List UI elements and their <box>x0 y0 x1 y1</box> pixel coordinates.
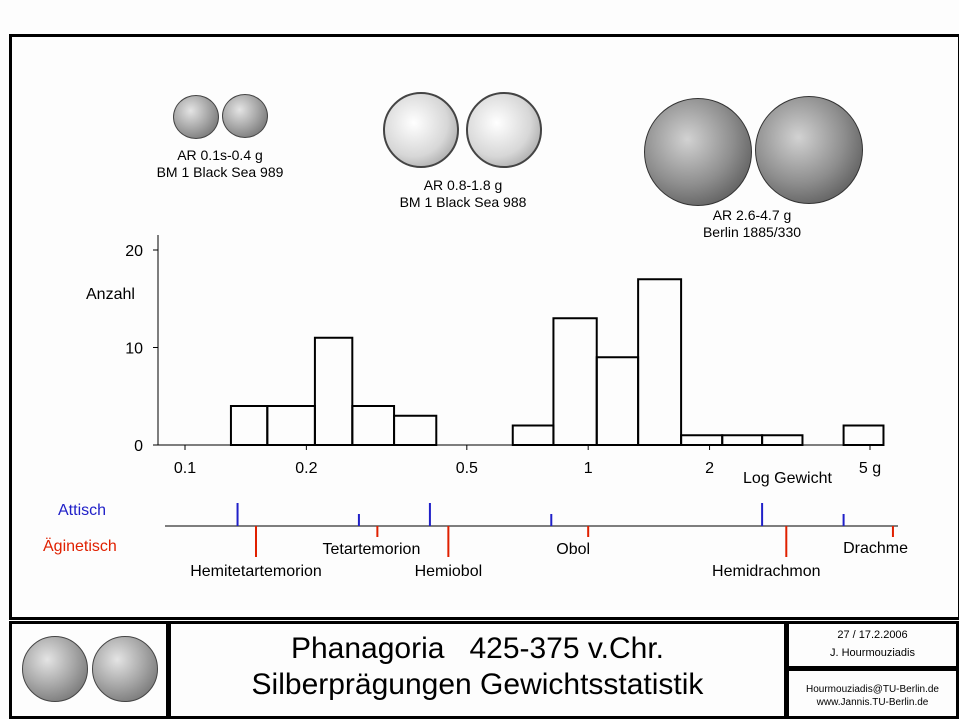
x-tick-label: 0.2 <box>295 460 317 477</box>
coin-caption-3: AR 2.6-4.7 g Berlin 1885/330 <box>672 207 832 241</box>
y-axis-label: Anzahl <box>86 286 135 303</box>
footer-title-line2: Silberprägungen Gewichtsstatistik <box>251 668 704 701</box>
denomination-name: Hemitetartemorion <box>190 563 322 580</box>
histogram-bar <box>637 278 683 446</box>
coin-caption-3-weight: AR 2.6-4.7 g <box>712 207 792 223</box>
coin-medium-reverse <box>466 92 542 168</box>
histogram-bar <box>351 405 396 446</box>
histogram-bar <box>393 414 438 446</box>
footer-date: 27 / 17.2.2006 <box>837 629 908 641</box>
attic-label: Attisch <box>58 502 106 519</box>
histogram-bar <box>595 356 640 446</box>
footer-coin-obverse <box>22 636 88 702</box>
aeginetic-label: Äginetisch <box>43 537 117 555</box>
coin-caption-2-source: BM 1 Black Sea 988 <box>399 194 527 210</box>
coin-medium-obverse <box>383 92 459 168</box>
histogram-bar <box>266 405 316 446</box>
coin-caption-1-weight: AR 0.1s-0.4 g <box>177 147 263 163</box>
histogram-bar <box>511 424 555 446</box>
coin-large-obverse <box>644 98 752 206</box>
histogram-bar <box>229 405 269 446</box>
denomination-name: Obol <box>556 541 590 558</box>
footer-email[interactable]: Hourmouziadis@TU-Berlin.de <box>806 684 939 695</box>
coin-large-reverse <box>755 96 863 204</box>
denomination-name: Hemidrachmon <box>712 563 820 580</box>
y-tick-label: 20 <box>125 243 143 260</box>
x-tick-label: 5 g <box>859 460 881 477</box>
y-tick-label: 0 <box>134 438 143 455</box>
coin-caption-3-source: Berlin 1885/330 <box>702 224 802 240</box>
coin-small-reverse <box>222 94 268 138</box>
denomination-name: Hemiobol <box>415 563 483 580</box>
footer-contact-panel: Hourmouziadis@TU-Berlin.de www.Jannis.TU… <box>786 668 959 719</box>
histogram-bar <box>313 336 354 446</box>
footer-coin-panel <box>9 621 169 719</box>
x-tick-label: 1 <box>584 460 593 477</box>
x-axis-label: Log Gewicht <box>743 470 832 487</box>
histogram-bar <box>552 317 598 446</box>
x-tick-label: 2 <box>705 460 714 477</box>
denomination-name: Drachme <box>843 540 908 557</box>
footer-author: J. Hourmouziadis <box>830 647 915 659</box>
x-tick-label: 0.5 <box>456 460 478 477</box>
footer-coin-reverse <box>92 636 158 702</box>
coin-caption-1-source: BM 1 Black Sea 989 <box>156 164 284 180</box>
coin-caption-1: AR 0.1s-0.4 g BM 1 Black Sea 989 <box>140 147 300 181</box>
x-tick-label: 0.1 <box>174 460 196 477</box>
denomination-name: Tetartemorion <box>323 541 421 558</box>
coin-small-obverse <box>173 95 219 139</box>
histogram-bar <box>842 424 885 446</box>
y-tick-label: 10 <box>125 341 143 358</box>
histogram-bar <box>761 434 804 446</box>
footer-title-panel: Phanagoria 425-375 v.Chr. Silberprägunge… <box>168 621 787 719</box>
coin-caption-2: AR 0.8-1.8 g BM 1 Black Sea 988 <box>383 177 543 211</box>
coin-caption-2-weight: AR 0.8-1.8 g <box>423 177 503 193</box>
histogram-bar <box>680 434 724 446</box>
footer-title-line1: Phanagoria 425-375 v.Chr. <box>290 632 665 665</box>
histogram-bar <box>721 434 764 446</box>
footer-website[interactable]: www.Jannis.TU-Berlin.de <box>816 697 929 708</box>
footer-date-panel: 27 / 17.2.2006 J. Hourmouziadis <box>786 621 959 669</box>
